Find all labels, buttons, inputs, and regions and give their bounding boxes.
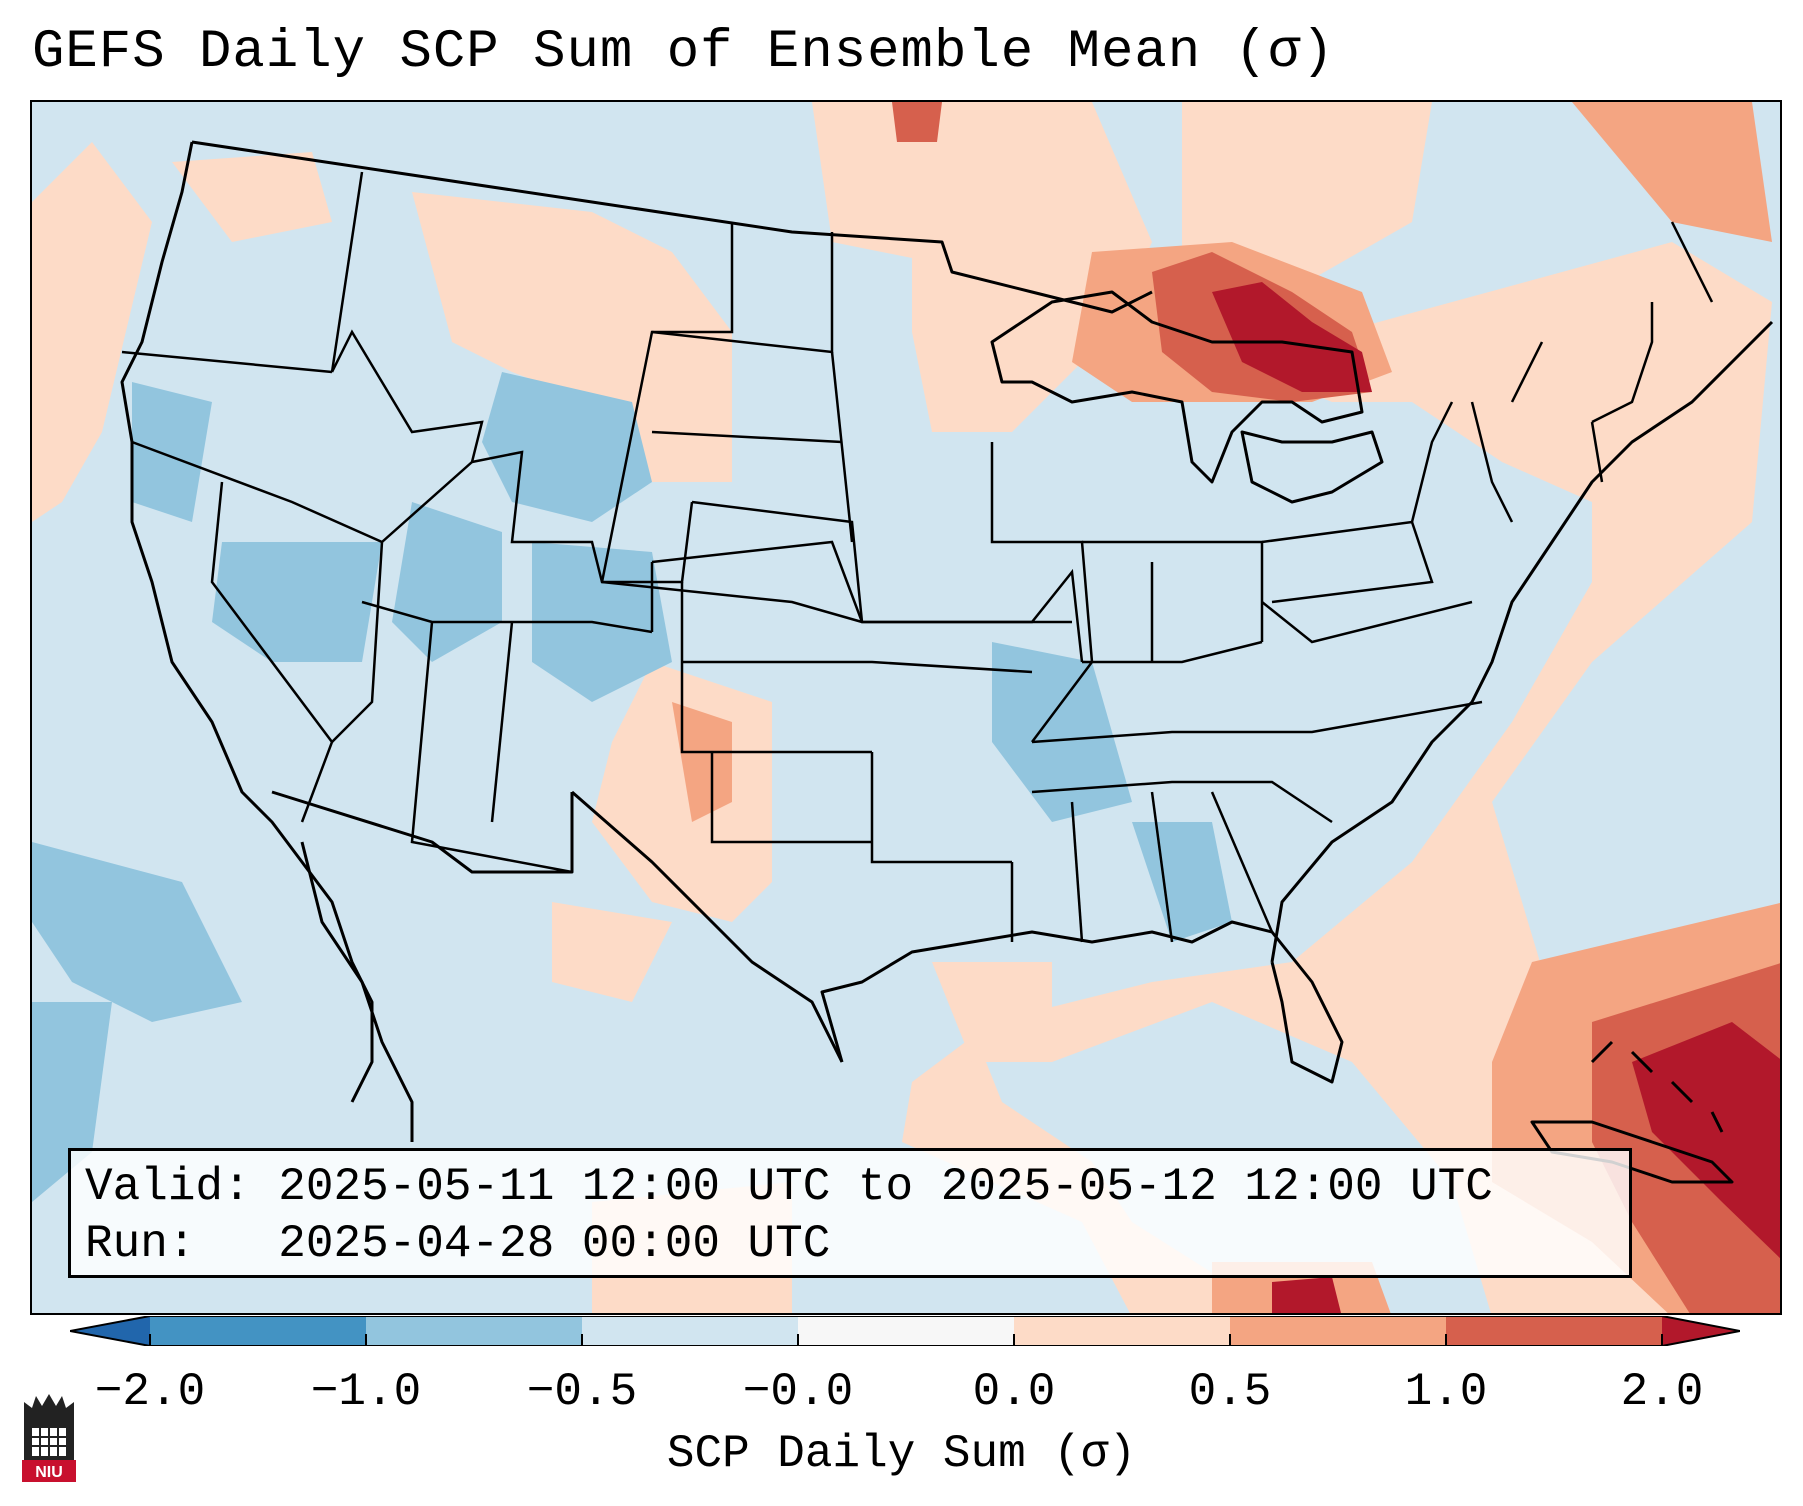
colorbar-segment-2: [366, 1316, 582, 1346]
scp-field-map: [32, 102, 1780, 1313]
colorbar-segment-1: [150, 1316, 366, 1346]
state-borders: [121, 171, 1714, 943]
valid-run-info-box: Valid: 2025-05-11 12:00 UTC to 2025-05-1…: [68, 1148, 1632, 1278]
colorbar-tick-label: −0.0: [742, 1366, 854, 1418]
colorbar-label: SCP Daily Sum (σ): [666, 1428, 1137, 1480]
valid-label: Valid:: [85, 1161, 251, 1213]
valid-value: 2025-05-11 12:00 UTC to 2025-05-12 12:00…: [278, 1161, 1493, 1213]
colorbar-tick-label: 2.0: [1620, 1366, 1704, 1418]
colorbar-tick-label: −0.5: [526, 1366, 638, 1418]
colorbar-tick-label: −1.0: [310, 1366, 422, 1418]
logo-text: NIU: [35, 1464, 63, 1481]
colorbar-tick-label: 1.0: [1404, 1366, 1488, 1418]
run-label: Run:: [85, 1218, 196, 1270]
colorbar-segment-3: [582, 1316, 798, 1346]
colorbar-segment-6: [1230, 1316, 1446, 1346]
country-borders: [120, 140, 1774, 1184]
map-title: GEFS Daily SCP Sum of Ensemble Mean (σ): [32, 22, 1335, 83]
colorbar-segment-5: [1014, 1316, 1230, 1346]
colorbar: [70, 1316, 1740, 1346]
colorbar-tick-label: −2.0: [94, 1366, 206, 1418]
colorbar-segment-4: [798, 1316, 1014, 1346]
niu-logo-icon: NIU: [22, 1394, 76, 1482]
colorbar-extend-high: [1662, 1316, 1740, 1346]
run-value: 2025-04-28 00:00 UTC: [278, 1218, 831, 1270]
colorbar-tick-label: 0.5: [1188, 1366, 1272, 1418]
colorbar-tick-label: 0.0: [972, 1366, 1056, 1418]
map-panel: [30, 100, 1782, 1315]
colorbar-segment-7: [1446, 1316, 1662, 1346]
colorbar-extend-low: [70, 1316, 150, 1346]
field-positive-max: [1212, 282, 1780, 1313]
